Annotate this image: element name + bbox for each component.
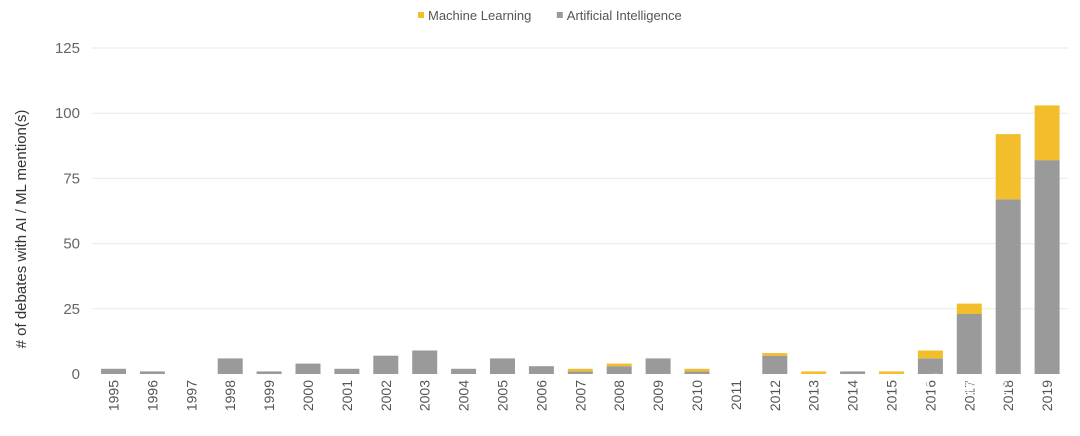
bar-artificial-intelligence-2008: [606, 366, 632, 374]
x-tick-label: 2016: [922, 380, 938, 411]
x-tick-label: 2006: [533, 380, 549, 411]
y-tick-label: 100: [55, 105, 80, 122]
y-tick-label: 125: [55, 40, 80, 57]
bar-artificial-intelligence-1998: [217, 358, 243, 374]
y-tick-label: 50: [63, 236, 80, 253]
x-tick-label: 2010: [689, 380, 705, 411]
bar-artificial-intelligence-2019: [1034, 160, 1060, 374]
legend-label: Artificial Intelligence: [567, 8, 682, 23]
bar-artificial-intelligence-1995: [101, 368, 126, 374]
legend-label: Machine Learning: [428, 8, 531, 23]
bar-artificial-intelligence-1996: [139, 371, 165, 374]
x-tick-label: 1997: [183, 380, 199, 411]
bar-artificial-intelligence-2007: [567, 371, 593, 374]
bar-artificial-intelligence-2004: [451, 368, 477, 374]
x-tick-label: 2008: [611, 380, 627, 411]
bar-artificial-intelligence-2018: [995, 199, 1021, 374]
bar-machine-learning-2010: [684, 368, 710, 372]
bar-artificial-intelligence-1999: [256, 371, 282, 374]
x-tick-label: 2004: [456, 380, 472, 411]
bar-machine-learning-2017: [956, 303, 982, 314]
bar-artificial-intelligence-2006: [528, 366, 554, 374]
x-tick-label: 2007: [572, 380, 588, 411]
legend-swatch: [556, 12, 563, 18]
wechat-icon: [926, 373, 955, 396]
bar-artificial-intelligence-2010: [684, 371, 710, 374]
bar-artificial-intelligence-2009: [645, 358, 671, 374]
x-tick-label: 2014: [845, 380, 861, 411]
bar-artificial-intelligence-2017: [956, 314, 982, 374]
x-tick-label: 2012: [767, 380, 783, 411]
bar-artificial-intelligence-2003: [412, 350, 438, 374]
x-tick-label: 1995: [106, 380, 122, 411]
x-tick-label: 2003: [417, 380, 433, 411]
bar-machine-learning-2008: [606, 363, 632, 367]
x-tick-label: 1996: [144, 380, 160, 411]
bar-machine-learning-2013: [801, 371, 827, 374]
bar-artificial-intelligence-2002: [373, 355, 399, 374]
x-tick-label: 2005: [495, 380, 511, 411]
y-tick-label: 0: [72, 366, 80, 383]
bar-machine-learning-2019: [1034, 105, 1060, 161]
x-tick-label: 2000: [300, 380, 316, 411]
y-tick-label: 75: [63, 170, 80, 187]
legend: Machine Learning Artificial Intelligence: [418, 8, 682, 23]
x-tick-label: 2013: [806, 380, 822, 411]
watermark-text: 量子位: [960, 378, 1008, 396]
bar-artificial-intelligence-2014: [840, 371, 866, 374]
x-tick-label: 2009: [650, 380, 666, 411]
bars: [101, 105, 1060, 374]
x-tick-label: 2017: [961, 380, 977, 411]
bar-artificial-intelligence-2000: [295, 363, 321, 374]
bar-machine-learning-2007: [567, 368, 593, 372]
bar-machine-learning-2018: [995, 134, 1021, 200]
x-tick-label: 2002: [378, 380, 394, 411]
x-tick-label: 1998: [222, 380, 238, 411]
bar-machine-learning-2016: [917, 350, 943, 359]
y-tick-label: 25: [63, 301, 80, 318]
bar-artificial-intelligence-2016: [917, 358, 943, 374]
x-tick-label: 2015: [884, 380, 900, 411]
x-tick-label: 1999: [261, 380, 277, 411]
bar-artificial-intelligence-2012: [762, 355, 788, 374]
x-tick-label: 2011: [728, 380, 744, 410]
legend-swatch: [418, 12, 424, 18]
bar-machine-learning-2015: [879, 371, 904, 374]
x-tick-label: 2019: [1039, 380, 1055, 411]
watermark: 量子位: [926, 373, 1008, 396]
x-tick-label: 2001: [339, 380, 355, 411]
bar-artificial-intelligence-2005: [490, 358, 515, 374]
x-tick-label: 2018: [1000, 380, 1016, 411]
bar-machine-learning-2012: [762, 353, 788, 356]
grid-lines: [92, 47, 1068, 310]
y-axis-label: # of debates with AI / ML mention(s): [13, 110, 30, 349]
y-axis: 0 25 50 75 100 125: [55, 40, 80, 383]
bar-artificial-intelligence-2001: [334, 368, 360, 374]
x-axis: 1995 1996 1997 1998 1999 2000 2001 2002 2003 2004…: [106, 380, 1056, 411]
